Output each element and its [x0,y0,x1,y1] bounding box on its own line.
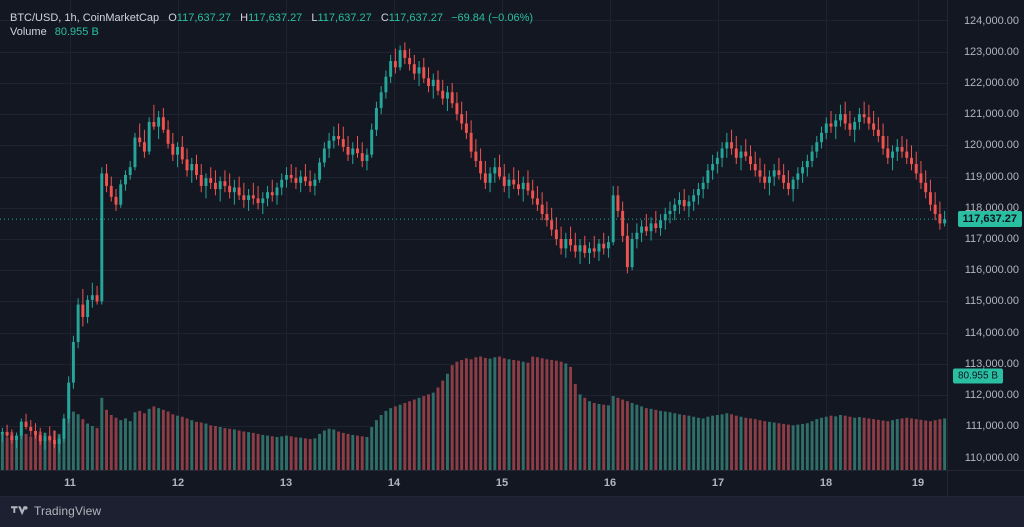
candlestick-series [0,42,947,453]
price-axis-tick: 124,000.00 [963,14,1019,27]
time-axis-tick: 18 [819,477,833,489]
time-axis[interactable]: 11 12 13 14 15 16 17 18 19 [0,470,947,497]
volume-badge[interactable]: 80.955 B [952,368,1003,384]
price-axis-tick: 110,000.00 [964,451,1019,464]
last-price-line [0,218,947,220]
tradingview-logo-icon [11,505,28,515]
footer-bar [0,496,1024,527]
tradingview-wordmark: TradingView [34,504,102,518]
time-axis-tick: 13 [279,477,293,489]
price-axis-tick: 123,000.00 [963,45,1019,58]
price-axis-tick: 119,000.00 [964,170,1019,183]
time-axis-tick: 15 [495,477,509,489]
price-axis-tick: 116,000.00 [964,264,1019,277]
time-axis-tick: 11 [64,477,76,489]
price-axis-tick: 117,000.00 [964,233,1019,245]
price-axis-tick: 122,000.00 [963,76,1019,89]
volume-histogram [0,356,947,470]
time-axis-tick: 17 [711,477,725,489]
price-axis[interactable]: 124,000.00 123,000.00 122,000.00 121,000.00… [947,0,1024,470]
price-axis-tick: 113,000.00 [964,357,1019,370]
tradingview-logo[interactable]: TradingView [11,504,101,518]
price-axis-tick: 118,000.00 [964,201,1019,214]
last-price-badge[interactable]: 117,637.27 [957,211,1022,228]
time-axis-tick: 16 [603,477,617,489]
price-axis-tick: 114,000.00 [964,326,1019,339]
price-axis-tick: 112,000.00 [964,389,1019,402]
axis-corner [947,470,1024,497]
chart-plot-area[interactable] [0,0,947,470]
price-axis-tick: 111,000.00 [965,420,1019,433]
time-axis-tick: 14 [387,477,401,489]
price-axis-tick: 120,000.00 [963,139,1019,152]
price-axis-tick: 121,000.00 [963,108,1019,121]
time-axis-tick: 12 [171,477,185,489]
time-axis-tick: 19 [911,477,925,489]
price-axis-tick: 115,000.00 [964,295,1019,308]
